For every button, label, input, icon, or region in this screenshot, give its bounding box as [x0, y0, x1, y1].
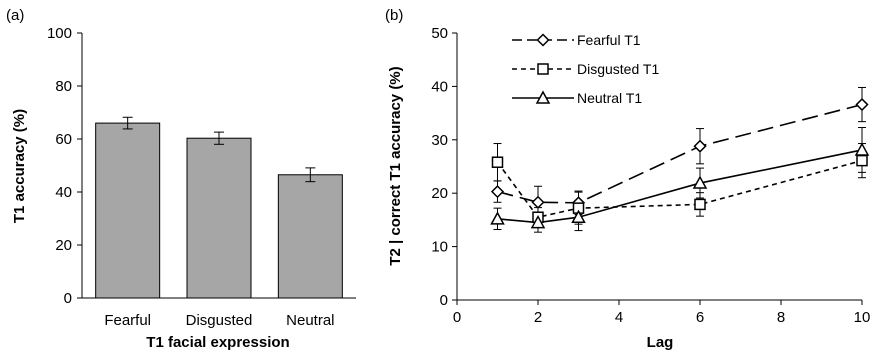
panel-b-point-triangle: [854, 142, 870, 156]
panel-a-x-tick-label: Fearful: [104, 312, 151, 329]
legend-marker-diamond: [536, 33, 550, 47]
panel-a-label: (a): [6, 7, 24, 24]
panel-b-series-line-triangle: [497, 149, 863, 224]
panel-b-x-tick-label: 0: [453, 309, 461, 326]
panel-b-x-tick-label: 6: [696, 309, 704, 326]
panel-b-plot-area: 0 10 20 30 40 50 0 2 4 6 8 10: [431, 25, 870, 326]
panel-b-point-diamond: [531, 195, 545, 209]
panel-a: (a) T1 accuracy (%) T1 facial expression…: [6, 7, 356, 351]
panel-b-x-tick-label: 10: [854, 309, 871, 326]
panel-a-plot-area: 0 20 40 60 80 100 Fearful Disgusted Neutral: [47, 25, 356, 329]
panel-b-y-tick-label: 10: [431, 239, 448, 256]
panel-a-bar: [186, 137, 252, 299]
panel-b-point-square: [856, 154, 868, 167]
panel-b-x-axis-title: Lag: [647, 334, 674, 351]
panel-b-point-triangle: [692, 175, 708, 189]
legend-label-square: Disgusted T1: [577, 61, 659, 77]
panel-b-y-tick-label: 0: [440, 292, 448, 309]
panel-b-y-tick-label: 30: [431, 132, 448, 149]
legend-label-triangle: Neutral T1: [577, 90, 642, 106]
panel-a-y-axis-title: T1 accuracy (%): [11, 109, 28, 223]
panel-b-y-axis-title: T2 | correct T1 accuracy (%): [387, 66, 404, 265]
legend-marker-triangle: [535, 90, 551, 104]
panel-a-x-tick-label: Disgusted: [186, 312, 253, 329]
legend-label-diamond: Fearful T1: [577, 32, 641, 48]
panel-a-bar: [277, 174, 343, 299]
panel-b-y-tick-label: 50: [431, 25, 448, 42]
panel-b-x-tick-label: 8: [777, 309, 785, 326]
panel-a-y-tick-label: 80: [55, 78, 72, 95]
panel-a-y-tick-label: 20: [55, 237, 72, 254]
panel-b-point-diamond: [693, 139, 707, 153]
panel-b-x-tick-label: 4: [615, 309, 623, 326]
panel-a-bar: [95, 122, 161, 299]
panel-b-point-triangle: [530, 215, 546, 229]
panel-b-legend: Fearful T1 Disgusted T1 Neutral T1: [512, 32, 659, 106]
panel-a-y-tick-label: 40: [55, 184, 72, 201]
panel-a-y-tick-label: 0: [64, 290, 72, 307]
panel-b: (b) T2 | correct T1 accuracy (%) Lag 0 10…: [385, 7, 870, 351]
panel-b-y-tick-label: 40: [431, 78, 448, 95]
panel-a-y-tick-label: 60: [55, 131, 72, 148]
panel-b-point-diamond: [855, 97, 869, 112]
legend-marker-square: [537, 63, 549, 75]
panel-b-point-triangle: [571, 209, 586, 223]
panel-a-x-axis-title: T1 facial expression: [146, 334, 289, 351]
panel-b-point-square: [694, 198, 706, 211]
panel-b-point-triangle: [490, 211, 505, 225]
panel-b-x-tick-label: 2: [534, 309, 542, 326]
panel-b-point-square: [491, 156, 504, 168]
panel-b-point-diamond: [490, 185, 505, 199]
panel-a-y-tick-label: 100: [47, 25, 72, 42]
panel-b-label: (b): [385, 7, 403, 24]
panel-b-y-tick-label: 20: [431, 185, 448, 202]
panel-a-x-tick-label: Neutral: [286, 312, 334, 329]
